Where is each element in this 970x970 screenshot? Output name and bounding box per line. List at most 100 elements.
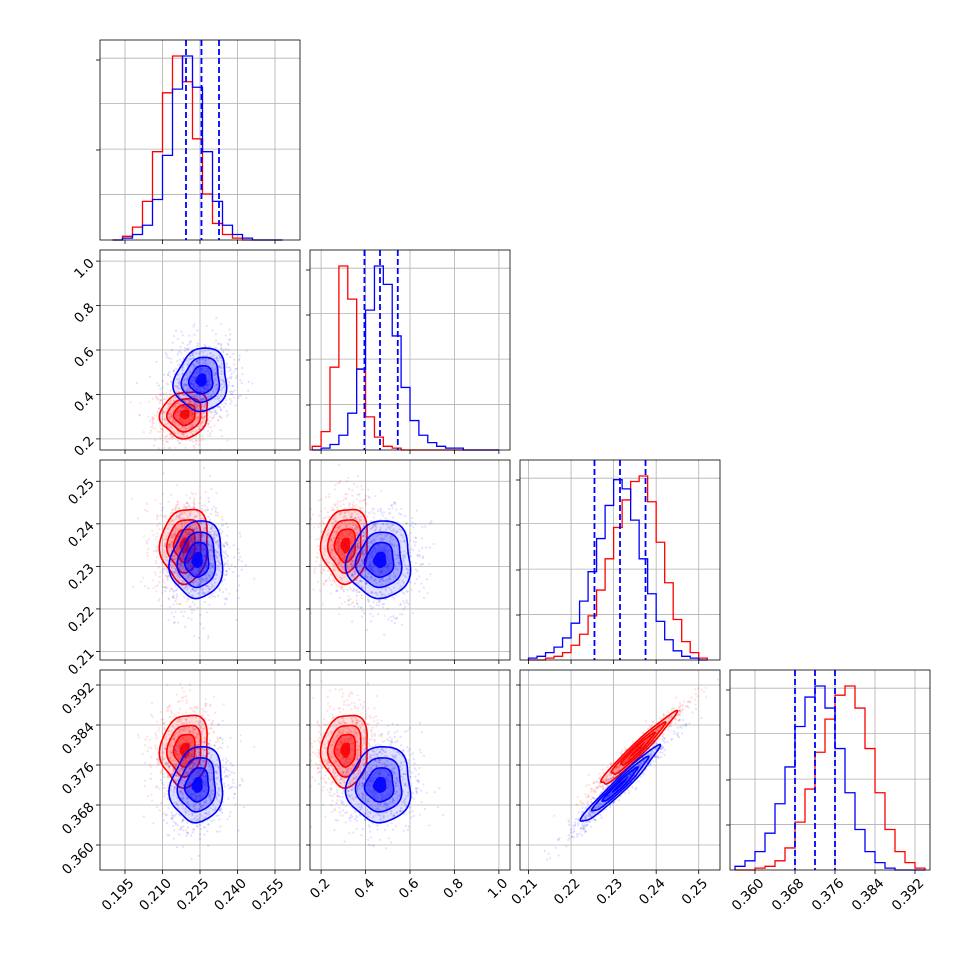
scatter-point xyxy=(154,744,157,747)
scatter-point xyxy=(204,705,208,708)
scatter-point xyxy=(168,535,171,539)
scatter-point xyxy=(169,433,172,436)
scatter-point xyxy=(172,406,175,409)
scatter-point xyxy=(181,432,184,435)
scatter-point xyxy=(182,505,185,509)
scatter-point xyxy=(186,533,189,536)
scatter-point xyxy=(209,574,212,577)
scatter-point xyxy=(411,521,414,524)
scatter-point xyxy=(211,549,214,552)
scatter-point xyxy=(184,421,187,425)
scatter-point xyxy=(358,500,361,503)
scatter-point xyxy=(189,371,192,375)
scatter-point xyxy=(369,620,373,623)
scatter-point xyxy=(191,570,194,573)
scatter-point xyxy=(195,417,198,420)
scatter-point xyxy=(335,590,338,593)
scatter-point xyxy=(185,699,188,702)
scatter-point xyxy=(420,582,423,585)
scatter-point xyxy=(206,590,209,593)
scatter-point xyxy=(156,548,159,551)
scatter-point xyxy=(224,552,228,555)
scatter-point xyxy=(150,755,153,759)
scatter-point xyxy=(209,556,212,560)
scatter-point xyxy=(173,372,176,375)
scatter-point xyxy=(155,549,158,552)
scatter-point xyxy=(159,399,162,402)
scatter-point xyxy=(239,394,242,397)
scatter-point xyxy=(180,523,183,526)
scatter-point xyxy=(180,522,183,525)
scatter-point xyxy=(212,354,215,357)
scatter-point xyxy=(348,503,351,506)
scatter-point xyxy=(149,765,152,768)
scatter-point xyxy=(195,528,198,531)
scatter-point xyxy=(185,387,188,391)
scatter-point xyxy=(227,370,231,373)
scatter-point xyxy=(191,547,194,550)
scatter-point xyxy=(184,407,187,410)
scatter-point xyxy=(187,566,190,569)
scatter-point xyxy=(183,586,186,589)
scatter-point xyxy=(210,586,213,589)
scatter-point xyxy=(170,413,173,416)
scatter-point xyxy=(182,554,185,557)
scatter-point xyxy=(227,565,230,568)
scatter-point xyxy=(328,577,331,580)
scatter-point xyxy=(186,558,189,562)
scatter-point xyxy=(205,393,208,396)
scatter-point xyxy=(202,385,205,388)
scatter-point xyxy=(201,367,204,370)
scatter-point xyxy=(180,417,183,420)
scatter-point xyxy=(195,526,199,529)
scatter-point xyxy=(200,579,203,582)
scatter-point xyxy=(178,383,181,386)
scatter-point xyxy=(186,501,189,504)
scatter-point xyxy=(201,397,205,400)
scatter-point xyxy=(193,503,196,506)
scatter-point xyxy=(204,404,207,407)
scatter-point xyxy=(225,597,228,600)
scatter-point xyxy=(164,435,167,438)
scatter-point xyxy=(225,414,229,417)
scatter-point xyxy=(175,693,178,696)
scatter-point xyxy=(208,383,211,386)
scatter-point xyxy=(174,404,177,407)
scatter-point xyxy=(214,347,218,350)
scatter-point xyxy=(167,532,170,535)
scatter-point xyxy=(224,334,227,337)
scatter-point xyxy=(215,574,218,577)
scatter-point xyxy=(166,684,169,687)
scatter-point xyxy=(378,599,381,602)
scatter-point xyxy=(163,410,166,413)
scatter-point xyxy=(191,352,194,355)
x-tick-label: 0.368 xyxy=(769,875,808,914)
scatter-point xyxy=(346,588,349,592)
scatter-point xyxy=(196,408,199,411)
scatter-point xyxy=(158,402,161,405)
scatter-point xyxy=(206,401,210,404)
scatter-point xyxy=(189,423,192,426)
scatter-point xyxy=(190,536,193,539)
scatter-point xyxy=(237,548,240,551)
scatter-point xyxy=(201,421,204,424)
scatter-point xyxy=(211,389,215,392)
scatter-point xyxy=(166,434,169,437)
scatter-point xyxy=(218,528,221,531)
scatter-point xyxy=(181,699,184,702)
scatter-point xyxy=(181,557,184,560)
scatter-point xyxy=(210,508,214,511)
scatter-point xyxy=(375,603,378,607)
scatter-point xyxy=(210,355,213,358)
scatter-point xyxy=(207,434,210,437)
scatter-point xyxy=(162,515,165,518)
scatter-point xyxy=(214,595,217,598)
scatter-point xyxy=(214,372,217,376)
scatter-point xyxy=(174,509,177,512)
scatter-point xyxy=(190,418,193,422)
scatter-point xyxy=(352,501,355,504)
scatter-point xyxy=(207,500,210,503)
scatter-point xyxy=(232,544,235,547)
scatter-point xyxy=(216,567,220,570)
scatter-point xyxy=(198,434,201,437)
